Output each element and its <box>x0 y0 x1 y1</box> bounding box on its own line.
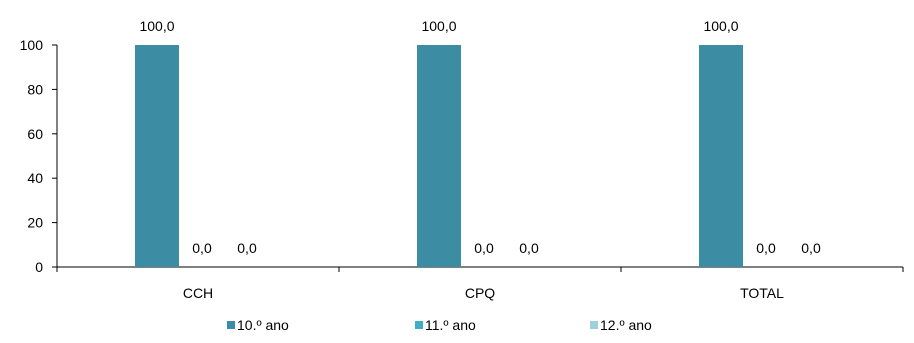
y-tick-label: 60 <box>27 126 43 142</box>
data-label: 0,0 <box>192 240 212 256</box>
data-label: 0,0 <box>756 240 776 256</box>
data-label: 0,0 <box>237 240 257 256</box>
x-tick-label: CPQ <box>465 285 495 301</box>
legend-swatch <box>227 321 235 329</box>
legend-swatch <box>590 321 598 329</box>
bar <box>417 45 461 267</box>
y-tick-label: 100 <box>20 37 44 53</box>
legend-label: 10.º ano <box>237 317 289 333</box>
x-tick-label: TOTAL <box>740 285 784 301</box>
y-tick-label: 40 <box>27 170 43 186</box>
legend-label: 11.º ano <box>425 317 476 333</box>
data-label: 0,0 <box>474 240 494 256</box>
data-label: 100,0 <box>703 18 738 34</box>
axes: 0 20 40 60 80 100 CCH CPQ TOTAL <box>20 37 904 301</box>
legend-label: 12.º ano <box>600 317 652 333</box>
data-label: 100,0 <box>139 18 174 34</box>
y-tick-label: 20 <box>27 215 43 231</box>
legend: 10.º ano 11.º ano 12.º ano <box>227 317 652 333</box>
bar <box>135 45 179 267</box>
y-tick-label: 0 <box>35 259 43 275</box>
legend-swatch <box>415 321 423 329</box>
x-tick-label: CCH <box>183 285 213 301</box>
data-label: 0,0 <box>801 240 821 256</box>
bars <box>135 45 743 267</box>
y-tick-label: 80 <box>27 81 43 97</box>
data-labels: 100,0 100,0 100,0 0,0 0,0 0,0 0,0 0,0 0,0 <box>139 18 820 256</box>
data-label: 100,0 <box>421 18 456 34</box>
data-label: 0,0 <box>519 240 539 256</box>
bar <box>699 45 743 267</box>
